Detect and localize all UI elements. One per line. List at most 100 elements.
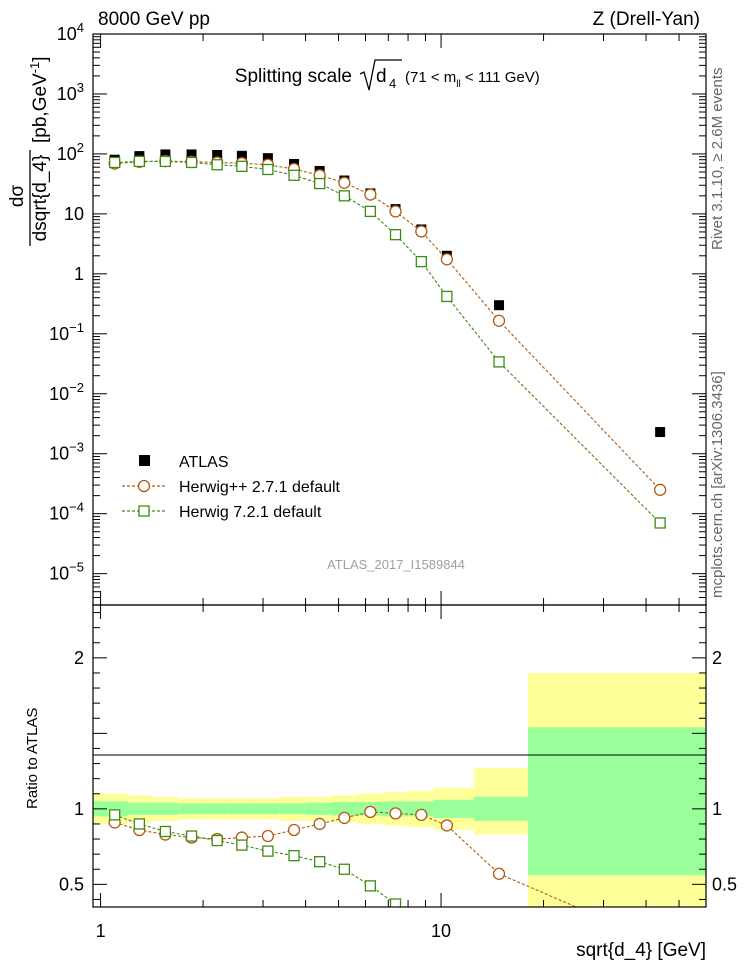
ratio-line-herwig7 — [114, 814, 404, 907]
herwig7-data-point — [109, 156, 121, 169]
series-line-herwigpp — [114, 160, 661, 491]
legend-herwig7-label: Herwig 7.2.1 default — [179, 504, 322, 521]
ratio-herwig7-point — [288, 850, 300, 862]
axis-ticks — [93, 33, 707, 907]
herwig7-data-point — [364, 205, 377, 218]
atlas-data-point — [655, 427, 666, 438]
x-axis-label: sqrt{d_4} [GeV] — [576, 940, 706, 961]
y-label-numerator: dσ — [7, 185, 28, 208]
y-label-denominator: dsqrt{d_4} — [30, 155, 51, 242]
ratio-herwig7-point — [364, 880, 377, 892]
ratio-y-tick-label: 0.5 — [59, 874, 84, 894]
process-label: Z (Drell-Yan) — [593, 9, 700, 30]
ratio-y-tick-label: 1 — [74, 799, 84, 819]
inner-band-bin — [178, 803, 204, 815]
atlas-data-point — [160, 149, 171, 160]
y-tick-label: 10−3 — [49, 440, 84, 464]
y-tick-label: 103 — [57, 80, 84, 104]
herwigpp-data-point — [389, 205, 402, 218]
ratio-herwig7-point — [338, 863, 351, 875]
inner-band-bin — [279, 803, 306, 815]
herwig7-data-point — [493, 356, 505, 368]
plot-title: Splitting scale d 4 (71 < mll < 111 GeV) — [235, 59, 540, 91]
inner-band-bin — [433, 799, 475, 818]
ratio-herwig7-point — [494, 938, 504, 948]
inner-band-bin — [203, 803, 229, 815]
ratio-line-herwigpp — [114, 811, 578, 907]
ratio-herwigpp-point — [389, 807, 402, 820]
y-tick-label: 10−5 — [49, 560, 84, 584]
inner-band-bin — [127, 802, 153, 815]
herwigpp-data-point — [653, 483, 667, 496]
herwigpp-data-point — [492, 314, 506, 327]
ratio-herwig7-point — [389, 898, 402, 907]
rivet-label: Rivet 3.1.10, ≥ 2.6M events — [709, 68, 726, 251]
main-y-axis-label: dσ dsqrt{d_4} [pb,GeV-1] — [7, 56, 51, 246]
ratio-herwig7-point — [416, 911, 426, 921]
herwig7-data-point — [288, 169, 300, 181]
ratio-herwig7-point — [236, 839, 248, 851]
ratio-herwig7-point — [133, 818, 146, 830]
legend-atlas-marker — [139, 455, 150, 466]
atlas-data-point — [236, 150, 247, 161]
y-tick-label: 102 — [57, 140, 84, 164]
ratio-y-tick-label-right: 2 — [712, 648, 722, 668]
herwig7-data-point — [415, 255, 427, 268]
y-tick-label: 1 — [74, 264, 84, 284]
legend-herwigpp-label: Herwig++ 2.7.1 default — [179, 479, 341, 496]
ratio-herwig7-point — [262, 845, 274, 857]
herwig7-data-point — [314, 177, 326, 190]
atlas-data-point — [186, 149, 197, 160]
ratio-herwig7-point — [314, 856, 326, 868]
legend-atlas-label: ATLAS — [179, 454, 229, 471]
y-tick-label: 10−1 — [49, 320, 84, 344]
plot-title-range: (71 < mll < 111 GeV) — [405, 69, 540, 90]
ratio-plot-series — [108, 805, 578, 948]
ratio-herwigpp-point — [440, 819, 454, 832]
beam-label: 8000 GeV pp — [98, 9, 210, 30]
herwigpp-data-point — [364, 188, 377, 201]
legend: ATLAS Herwig++ 2.7.1 default Herwig 7.2.… — [122, 454, 341, 521]
ratio-herwig7-point — [159, 825, 172, 838]
herwig7-data-point — [211, 159, 223, 171]
inner-band-bin — [527, 727, 706, 876]
ratio-herwig7-point — [185, 830, 198, 842]
herwig7-data-point — [389, 229, 402, 241]
ratio-y-tick-label-right: 0.5 — [712, 874, 737, 894]
herwig7-data-point — [262, 163, 274, 176]
x-tick-label: 10 — [431, 921, 451, 941]
main-plot-series — [108, 149, 667, 529]
inner-band-bin — [152, 802, 179, 815]
plot-title-main: Splitting scale — [235, 66, 352, 87]
ratio-herwig7-point — [109, 809, 121, 821]
atlas-data-point — [212, 149, 223, 160]
ratio-y-tick-label-right: 1 — [712, 799, 722, 819]
atlas-data-point — [494, 300, 505, 311]
ratio-plot-frame — [92, 604, 707, 908]
inner-band-bin — [474, 796, 528, 821]
ratio-herwigpp-point — [364, 805, 377, 819]
inner-band-bin — [254, 803, 280, 815]
ratio-herwigpp-point — [313, 817, 326, 831]
y-label-unit: [pb,GeV-1] — [27, 56, 51, 143]
ratio-herwigpp-point — [338, 811, 351, 825]
inner-band-bin — [305, 802, 332, 815]
y-tick-label: 104 — [57, 20, 84, 44]
mcplots-label: mcplots.cern.ch [arXiv:1306.3436] — [709, 371, 726, 598]
ratio-herwigpp-point — [287, 823, 301, 837]
x-tick-label: 1 — [96, 921, 106, 941]
y-tick-label: 10 — [64, 204, 84, 224]
ratio-uncertainty-bands — [93, 672, 706, 907]
ratio-y-tick-label: 2 — [74, 648, 84, 668]
plot-title-var-sub: 4 — [389, 76, 396, 91]
legend-herwig7-marker — [138, 505, 150, 517]
ratio-herwigpp-point — [492, 867, 506, 880]
axis-tick-labels: 10−5 10−4 10−3 10−2 10−1 1 10 102 103 104 1 10 0.5 0.… — [49, 20, 737, 941]
sqrt-symbol — [359, 59, 402, 91]
herwig7-data-point — [338, 190, 351, 202]
ratio-herwigpp-point — [261, 829, 275, 843]
herwig7-data-point — [654, 517, 666, 529]
legend-herwigpp-marker — [137, 479, 151, 493]
y-tick-label: 10−2 — [49, 380, 84, 404]
